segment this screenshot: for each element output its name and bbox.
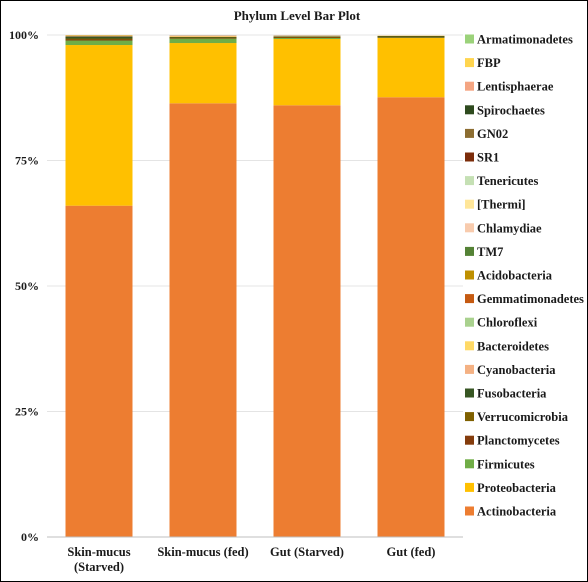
- legend-label: GN02: [477, 127, 508, 141]
- legend-swatch: [465, 176, 474, 186]
- bar-segment: [65, 36, 133, 39]
- legend-swatch: [465, 294, 474, 304]
- y-tick-label: 0%: [21, 530, 39, 544]
- bar-segment: [273, 38, 341, 40]
- y-tick-labels: 0% 25% 50% 75% 100%: [9, 28, 39, 544]
- bar-segment: [65, 205, 133, 537]
- legend-swatch: [465, 317, 474, 327]
- x-category-label: (Starved): [74, 560, 124, 574]
- bar-segment: [169, 38, 237, 39]
- legend-swatch: [465, 128, 474, 138]
- legend-swatch: [465, 34, 474, 44]
- bar-segment: [169, 103, 237, 537]
- legend-label: Cyanobacteria: [477, 363, 556, 377]
- legend-swatch: [465, 223, 474, 233]
- legend-label: SR1: [477, 151, 499, 165]
- bar-segment: [169, 36, 237, 38]
- legend-swatch: [465, 341, 474, 351]
- bar-segment: [65, 36, 133, 37]
- legend-label: Chlamydiae: [477, 221, 542, 235]
- legend-label: FBP: [477, 56, 501, 70]
- y-tick-label: 50%: [15, 279, 39, 293]
- bar-segment: [169, 37, 237, 39]
- bar-segment: [273, 105, 341, 537]
- legend-swatch: [465, 81, 474, 91]
- x-category-label: Gut (Starved): [270, 545, 344, 559]
- y-tick-label: 100%: [9, 28, 39, 42]
- legend-swatch: [465, 364, 474, 374]
- bar-segment: [273, 36, 341, 38]
- legend-label: Actinobacteria: [477, 505, 557, 519]
- x-category-label: Skin-mucus: [67, 545, 130, 559]
- bar-segment: [273, 37, 341, 38]
- legend-swatch: [465, 105, 474, 115]
- bar-segment: [377, 37, 445, 39]
- legend-label: TM7: [477, 245, 503, 259]
- legend-swatch: [465, 412, 474, 422]
- legend-label: Proteobacteria: [477, 481, 557, 495]
- legend-swatch: [465, 152, 474, 162]
- legend-swatch: [465, 246, 474, 256]
- x-category-label: Skin-mucus (fed): [157, 545, 248, 559]
- legend-label: Firmicutes: [477, 457, 535, 471]
- legend-swatch: [465, 270, 474, 280]
- x-category-label: Gut (fed): [387, 545, 436, 559]
- bar-segment: [169, 43, 237, 104]
- bar-segment: [65, 38, 133, 40]
- bar-segment: [273, 39, 341, 106]
- legend-label: Tenericutes: [477, 174, 538, 188]
- y-tick-label: 75%: [15, 154, 39, 168]
- bar-segment: [377, 97, 445, 538]
- legend-swatch: [465, 435, 474, 445]
- bar-segment: [377, 37, 445, 38]
- bar-segment: [169, 36, 237, 37]
- legend-label: Spirochaetes: [477, 103, 545, 117]
- bar-segment: [377, 38, 445, 98]
- legend: Armatimonadetes FBP Lentisphaerae Spirochae…: [465, 33, 584, 519]
- bar-segment: [377, 36, 445, 38]
- legend-swatch: [465, 482, 474, 492]
- legend-label: Armatimonadetes: [477, 33, 573, 47]
- legend-swatch: [465, 58, 474, 68]
- legend-label: Gemmatimonadetes: [477, 292, 584, 306]
- legend-label: [Thermi]: [477, 198, 526, 212]
- legend-swatch: [465, 199, 474, 209]
- legend-label: Fusobacteria: [477, 387, 547, 401]
- bar-segment: [65, 35, 133, 37]
- bar-segment: [377, 36, 445, 37]
- bar-segment: [169, 38, 237, 44]
- legend-swatch: [465, 388, 474, 398]
- legend-label: Planctomycetes: [477, 434, 560, 448]
- bar-segment: [169, 37, 237, 38]
- bars-group: [65, 35, 445, 538]
- chart-title: Phylum Level Bar Plot: [234, 8, 361, 23]
- bar-segment: [65, 45, 133, 206]
- legend-label: Chloroflexi: [477, 316, 538, 330]
- bar-segment: [65, 40, 133, 46]
- y-tick-label: 25%: [15, 405, 39, 419]
- x-category-labels: Skin-mucus(Starved) Skin-mucus (fed) Gut (…: [67, 545, 435, 574]
- legend-label: Acidobacteria: [477, 269, 553, 283]
- legend-label: Bacteroidetes: [477, 339, 549, 353]
- legend-swatch: [465, 506, 474, 516]
- bar-segment: [273, 37, 341, 39]
- legend-swatch: [465, 459, 474, 469]
- legend-label: Verrucomicrobia: [477, 410, 569, 424]
- legend-label: Lentisphaerae: [477, 80, 554, 94]
- bar-segment: [65, 39, 133, 41]
